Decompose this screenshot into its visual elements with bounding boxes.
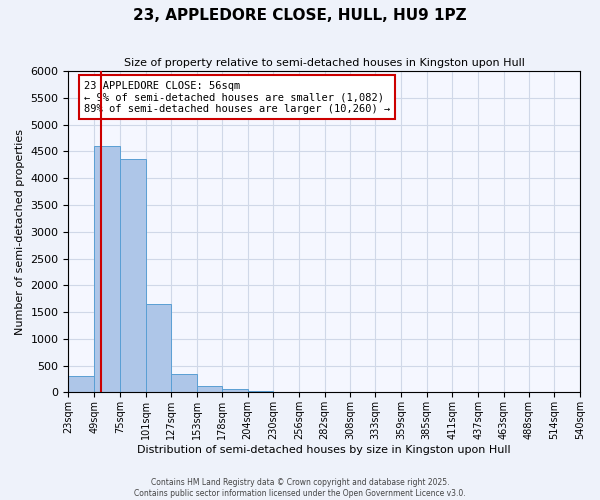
- Text: Contains HM Land Registry data © Crown copyright and database right 2025.
Contai: Contains HM Land Registry data © Crown c…: [134, 478, 466, 498]
- Bar: [248, 391, 273, 392]
- Bar: [197, 386, 222, 392]
- Bar: [146, 304, 172, 392]
- Bar: [222, 389, 248, 392]
- Bar: [120, 160, 146, 392]
- Bar: [94, 146, 120, 392]
- Bar: [68, 376, 94, 392]
- Text: 23 APPLEDORE CLOSE: 56sqm
← 9% of semi-detached houses are smaller (1,082)
89% o: 23 APPLEDORE CLOSE: 56sqm ← 9% of semi-d…: [84, 80, 390, 114]
- Text: 23, APPLEDORE CLOSE, HULL, HU9 1PZ: 23, APPLEDORE CLOSE, HULL, HU9 1PZ: [133, 8, 467, 22]
- X-axis label: Distribution of semi-detached houses by size in Kingston upon Hull: Distribution of semi-detached houses by …: [137, 445, 511, 455]
- Bar: [172, 374, 197, 392]
- Y-axis label: Number of semi-detached properties: Number of semi-detached properties: [15, 128, 25, 334]
- Title: Size of property relative to semi-detached houses in Kingston upon Hull: Size of property relative to semi-detach…: [124, 58, 524, 68]
